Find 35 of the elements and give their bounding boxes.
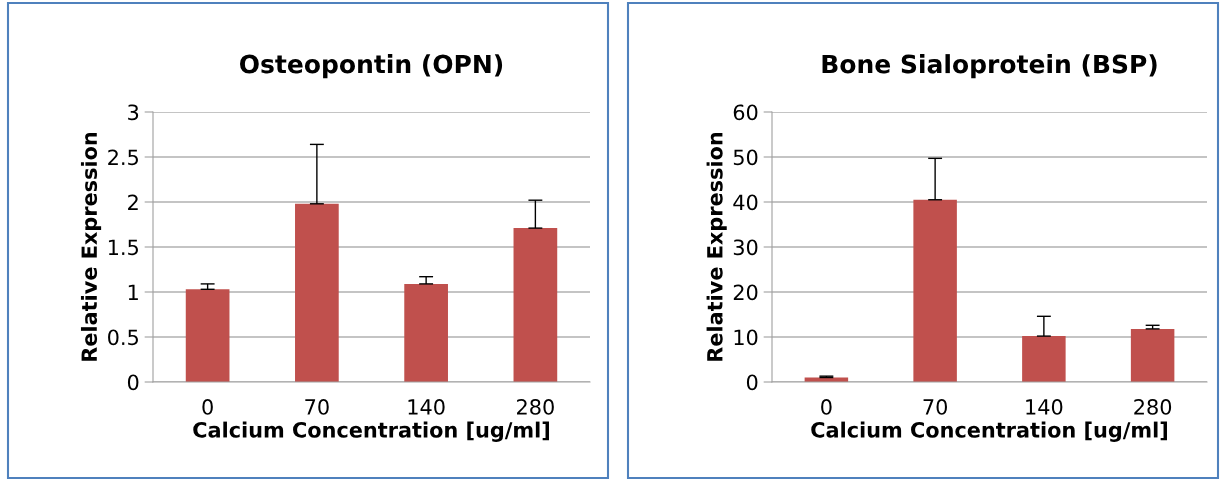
bar bbox=[1130, 328, 1175, 382]
x-tick-label: 70 bbox=[923, 399, 947, 415]
y-tick-label: 10 bbox=[734, 329, 758, 346]
x-tick-label: 140 bbox=[1026, 399, 1063, 415]
bar bbox=[404, 283, 448, 382]
bar bbox=[185, 289, 230, 382]
bar bbox=[1022, 336, 1066, 382]
y-tick-label: 60 bbox=[733, 104, 758, 121]
chart-title: Osteopontin (OPN) bbox=[240, 54, 503, 79]
y-tick-label: 20 bbox=[733, 284, 758, 301]
x-tick-label: 0 bbox=[202, 399, 213, 415]
x-tick-label: 280 bbox=[1134, 399, 1172, 415]
y-tick-label: 3 bbox=[128, 104, 139, 121]
y-axis-title: Relative Expression bbox=[706, 132, 727, 361]
x-axis-title: Calcium Concentration [ug/ml] bbox=[193, 421, 549, 442]
chart-title: Bone Sialoprotein (BSP) bbox=[822, 54, 1157, 79]
x-tick-label: 70 bbox=[305, 399, 329, 415]
x-tick-label: 140 bbox=[408, 399, 445, 415]
x-tick-label: 0 bbox=[821, 399, 832, 415]
y-axis-title: Relative Expression bbox=[80, 132, 102, 361]
y-tick-label: 30 bbox=[733, 239, 758, 256]
y-tick-label: 0 bbox=[127, 374, 139, 391]
bar bbox=[295, 203, 339, 382]
y-tick-label: 1.5 bbox=[108, 239, 138, 256]
y-tick-label: 1 bbox=[128, 284, 138, 300]
y-tick-label: 2.5 bbox=[108, 149, 138, 166]
y-tick-label: 0 bbox=[746, 374, 758, 391]
y-tick-label: 40 bbox=[733, 194, 758, 211]
x-tick-label: 280 bbox=[517, 399, 554, 415]
bar bbox=[913, 199, 957, 382]
y-tick-label: 2 bbox=[128, 194, 138, 210]
y-tick-label: 50 bbox=[733, 149, 758, 166]
y-tick-label: 0.5 bbox=[108, 329, 138, 346]
x-axis-title: Calcium Concentration [ug/ml] bbox=[811, 421, 1167, 442]
bar bbox=[513, 228, 558, 382]
